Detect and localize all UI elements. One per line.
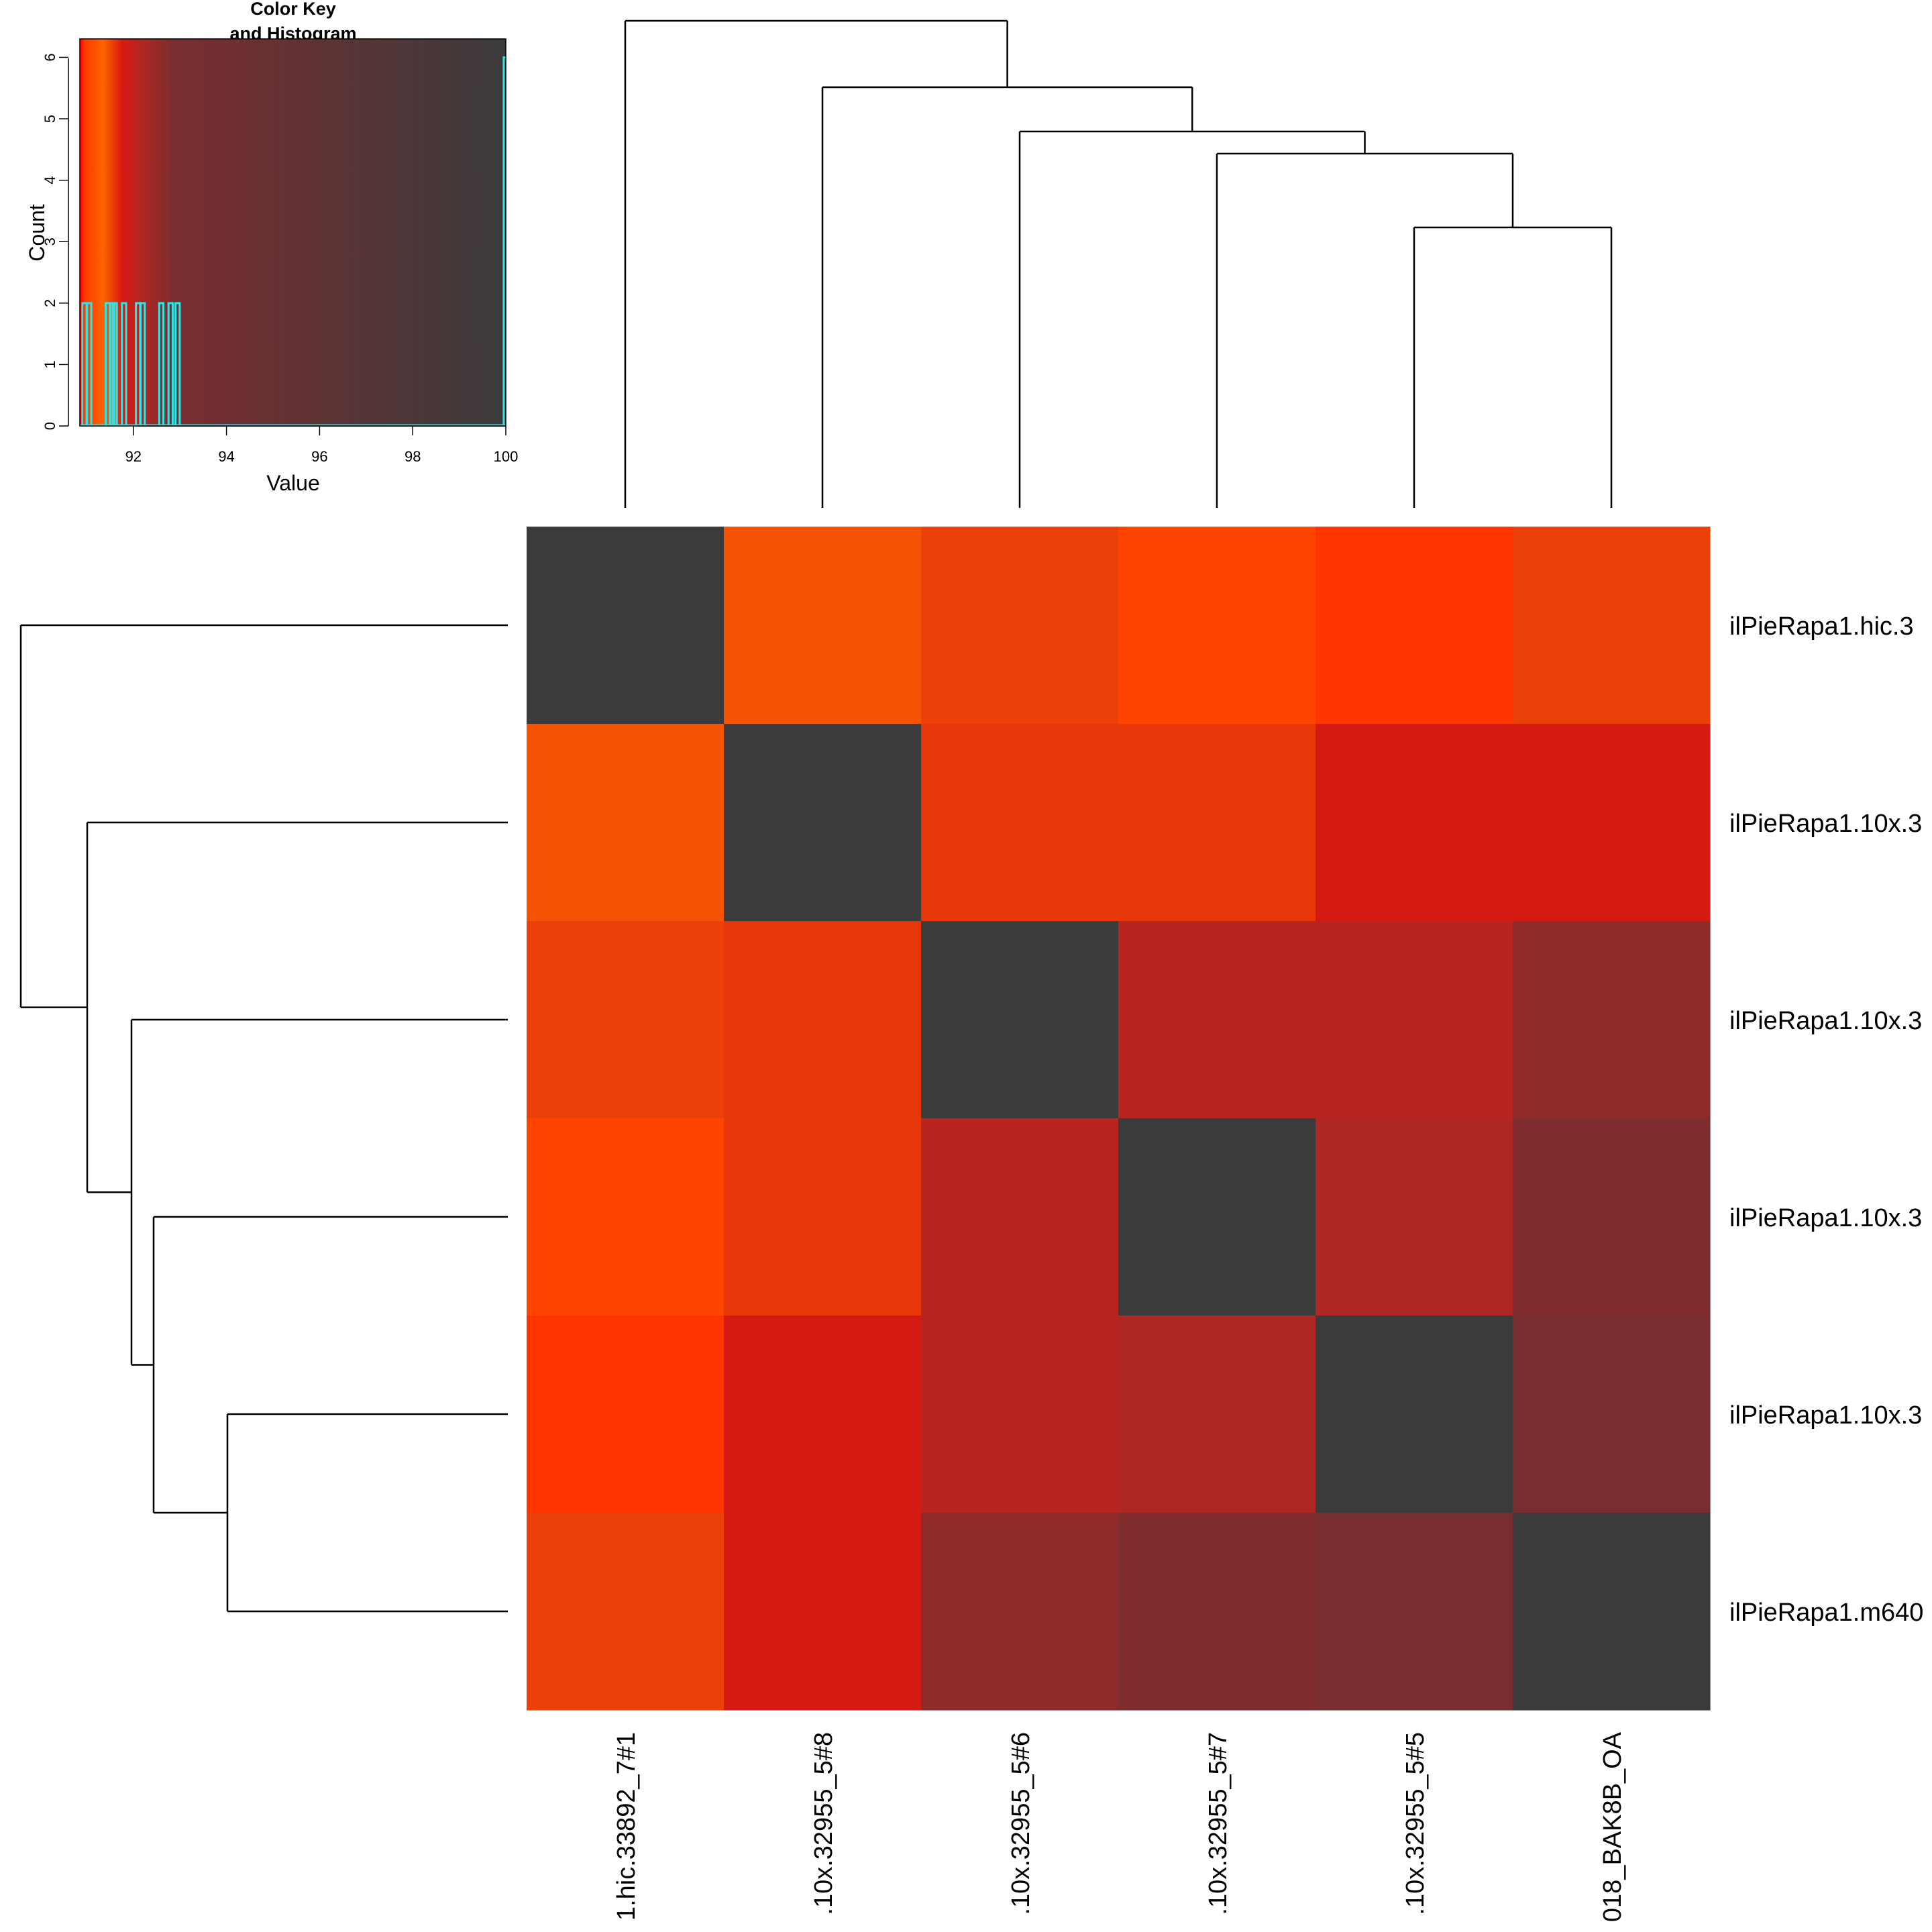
column-label: .10x.32955_5#8 (810, 1732, 838, 1915)
color-key-panel: Color Key and Histogram 92 94 96 98 100 0123… (25, 0, 518, 495)
column-label: 1.hic.33892_7#1 (612, 1732, 641, 1921)
histogram-bar (502, 56, 506, 426)
heatmap-cell (1316, 1513, 1513, 1711)
heatmap-cell (921, 1513, 1119, 1711)
color-key-title-line1: Color Key (250, 0, 336, 19)
heatmap-cell (1118, 724, 1316, 922)
heatmap-cell (724, 1316, 922, 1513)
y-tick-label: 2 (42, 299, 58, 307)
row-label: ilPieRapa1.10x.3 (1729, 1007, 1922, 1035)
column-label: .10x.32955_5#7 (1204, 1732, 1232, 1915)
x-tick-label: 94 (218, 448, 234, 465)
row-label: ilPieRapa1.10x.3 (1729, 1204, 1922, 1232)
x-tick-label: 100 (494, 448, 519, 465)
heatmap-cell (1513, 724, 1711, 922)
histogram-bar (158, 302, 165, 426)
heatmap-cell (1316, 527, 1513, 724)
row-label: ilPieRapa1.10x.3 (1729, 810, 1922, 838)
heatmap-cell (724, 921, 922, 1119)
y-tick-label: 5 (42, 115, 58, 123)
color-key-x-axis: 92 94 96 98 100 (125, 425, 519, 465)
heatmap-cell (527, 527, 724, 724)
heatmap-cell (1316, 921, 1513, 1119)
heatmap-cell (1118, 1316, 1316, 1513)
heatmap-cell (527, 1118, 724, 1316)
row-label: ilPieRapa1.10x.3 (1729, 1401, 1922, 1430)
heatmap-cell (1316, 1316, 1513, 1513)
heatmap-cell (921, 724, 1119, 922)
heatmap-cell (527, 724, 724, 922)
heatmap-cell (1316, 724, 1513, 922)
color-key-x-label: Value (266, 471, 319, 495)
color-key-y-axis: 0 1 2 3 4 5 6 (42, 53, 69, 430)
histogram-bar (174, 302, 181, 426)
heatmap-cell (1513, 921, 1711, 1119)
column-dendrogram (624, 19, 1613, 508)
heatmap-cell (527, 921, 724, 1119)
y-tick-label: 0 (42, 422, 58, 430)
histogram-bar (167, 302, 174, 426)
heatmap-cell (724, 527, 922, 724)
column-label: .10x.32955_5#5 (1401, 1732, 1430, 1915)
heatmap-cell (921, 1118, 1119, 1316)
x-tick-label: 92 (125, 448, 142, 465)
y-tick-label: 4 (42, 176, 58, 184)
heatmap-cell (724, 1513, 922, 1711)
heatmap-cell (527, 1513, 724, 1711)
heatmap-cell (1513, 1316, 1711, 1513)
heatmap-cell (921, 527, 1119, 724)
heatmap-cell (921, 1316, 1119, 1513)
y-tick-label: 6 (42, 53, 58, 61)
x-tick-label: 96 (311, 448, 327, 465)
heatmap-cell (1513, 1513, 1711, 1711)
heatmap-cell (1118, 527, 1316, 724)
row-dendrogram (19, 624, 508, 1613)
color-key-y-label: Count (25, 204, 49, 262)
heatmap-cell (1316, 1118, 1513, 1316)
heatmap-cell (527, 1316, 724, 1513)
column-label: .10x.32955_5#6 (1007, 1732, 1035, 1915)
histogram-bar (140, 302, 146, 426)
heatmap-cell (1118, 1513, 1316, 1711)
histogram-bar (86, 302, 93, 426)
column-labels: 1.hic.33892_7#1 .10x.32955_5#8 .10x.32955_… (612, 1731, 1627, 1922)
heatmap-cell (1118, 921, 1316, 1119)
histogram-bar (121, 302, 127, 426)
histogram-series (80, 56, 506, 426)
row-labels: ilPieRapa1.hic.3 ilPieRapa1.10x.3 ilPieRap… (1729, 612, 1923, 1627)
heatmap-grid (527, 527, 1711, 1711)
heatmap-cell (1513, 527, 1711, 724)
heatmap-cell (724, 1118, 922, 1316)
row-label: ilPieRapa1.hic.3 (1729, 612, 1914, 641)
column-label: 018_BAK8B_OA (1599, 1731, 1627, 1922)
histogram-bar (111, 302, 118, 426)
heatmap-cell (921, 921, 1119, 1119)
x-tick-label: 98 (405, 448, 421, 465)
y-tick-label: 3 (42, 237, 58, 246)
heatmap-cell (724, 724, 922, 922)
heatmap-cell (1118, 1118, 1316, 1316)
color-key-gradient (80, 39, 506, 426)
heatmap-cell (1513, 1118, 1711, 1316)
row-label: ilPieRapa1.m640 (1729, 1599, 1923, 1627)
y-tick-label: 1 (42, 360, 58, 368)
